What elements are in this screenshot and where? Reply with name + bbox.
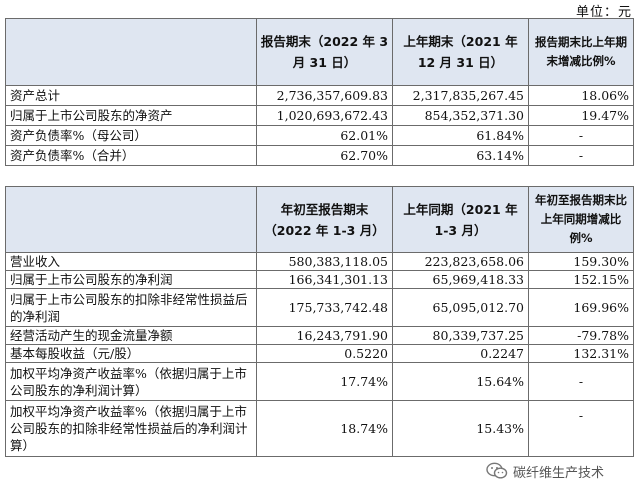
- header-blank: [5, 18, 257, 86]
- row-label: 资产负债率%（母公司）: [5, 125, 257, 146]
- cell-value: 61.84%: [392, 125, 529, 146]
- table-row: 资产负债率%（合并） 62.70% 63.14% -: [5, 145, 634, 166]
- cell-value: 580,383,118.05: [256, 252, 393, 271]
- table-row: 加权平均净资产收益率%（依据归属于上市公司股东的净利润计算） 17.74% 15…: [5, 362, 634, 401]
- header-blank: [5, 186, 257, 253]
- cell-value: -: [528, 145, 634, 166]
- balance-table: 报告期末（2022 年 3 月 31 日） 上年期末（2021 年 12 月 3…: [5, 18, 634, 166]
- table-header-row: 报告期末（2022 年 3 月 31 日） 上年期末（2021 年 12 月 3…: [5, 18, 634, 86]
- header-change-pct: 报告期末比上年期末增减比例%: [528, 18, 634, 86]
- cell-value: 16,243,791.90: [256, 326, 393, 345]
- cell-value: 19.47%: [528, 105, 634, 126]
- row-label: 加权平均净资产收益率%（依据归属于上市公司股东的扣除非经常性损益后的净利润计算）: [5, 400, 257, 457]
- header-period-end: 报告期末（2022 年 3 月 31 日）: [256, 18, 393, 86]
- row-label: 资产总计: [5, 85, 257, 106]
- table-row: 资产负债率%（母公司） 62.01% 61.84% -: [5, 125, 634, 146]
- row-label: 加权平均净资产收益率%（依据归属于上市公司股东的净利润计算）: [5, 362, 257, 401]
- cell-value: 2,736,357,609.83: [256, 85, 393, 106]
- table-row: 加权平均净资产收益率%（依据归属于上市公司股东的扣除非经常性损益后的净利润计算）…: [5, 400, 634, 457]
- cell-value: -: [528, 400, 634, 457]
- watermark-text: 碳纤维生产技术: [513, 465, 605, 481]
- cell-value: 1,020,693,672.43: [256, 105, 393, 126]
- cell-value: -79.78%: [528, 326, 634, 345]
- row-label: 归属于上市公司股东的扣除非经常性损益后的净利润: [5, 288, 257, 327]
- wechat-icon: [486, 462, 508, 480]
- cell-value: 63.14%: [392, 145, 529, 166]
- cell-value: 159.30%: [528, 252, 634, 271]
- cell-value: 80,339,737.25: [392, 326, 529, 345]
- row-label: 基本每股收益（元/股）: [5, 344, 257, 363]
- row-label: 经营活动产生的现金流量净额: [5, 326, 257, 345]
- cell-value: 18.06%: [528, 85, 634, 106]
- cell-value: -: [528, 125, 634, 146]
- cell-value: 854,352,371.30: [392, 105, 529, 126]
- table-row: 营业收入 580,383,118.05 223,823,658.06 159.3…: [5, 252, 634, 271]
- cell-value: 15.64%: [392, 362, 529, 401]
- cell-value: 166,341,301.13: [256, 270, 393, 289]
- watermark: 碳纤维生产技术: [486, 460, 604, 482]
- header-prior-period: 上年同期（2021 年 1-3 月）: [392, 186, 529, 253]
- table-row: 资产总计 2,736,357,609.83 2,317,835,267.45 1…: [5, 85, 634, 106]
- income-table: 年初至报告期末（2022 年 1-3 月） 上年同期（2021 年 1-3 月）…: [5, 186, 634, 457]
- cell-value: 15.43%: [392, 400, 529, 457]
- table-header-row: 年初至报告期末（2022 年 1-3 月） 上年同期（2021 年 1-3 月）…: [5, 186, 634, 253]
- row-label: 归属于上市公司股东的净资产: [5, 105, 257, 126]
- table-row: 归属于上市公司股东的扣除非经常性损益后的净利润 175,733,742.48 6…: [5, 288, 634, 327]
- table-row: 经营活动产生的现金流量净额 16,243,791.90 80,339,737.2…: [5, 326, 634, 345]
- header-prior-year-end: 上年期末（2021 年 12 月 31 日）: [392, 18, 529, 86]
- cell-value: 65,095,012.70: [392, 288, 529, 327]
- cell-value: 65,969,418.33: [392, 270, 529, 289]
- row-label: 营业收入: [5, 252, 257, 271]
- unit-label: 单位：元: [575, 5, 632, 20]
- table-row: 归属于上市公司股东的净资产 1,020,693,672.43 854,352,3…: [5, 105, 634, 126]
- header-ytd: 年初至报告期末（2022 年 1-3 月）: [256, 186, 393, 253]
- cell-value: 18.74%: [256, 400, 393, 457]
- header-change-pct: 年初至报告期末比上年同期增减比例%: [528, 186, 634, 253]
- cell-value: 2,317,835,267.45: [392, 85, 529, 106]
- table-row: 归属于上市公司股东的净利润 166,341,301.13 65,969,418.…: [5, 270, 634, 289]
- cell-value: 62.01%: [256, 125, 393, 146]
- cell-value: 0.5220: [256, 344, 393, 363]
- row-label: 归属于上市公司股东的净利润: [5, 270, 257, 289]
- cell-value: 223,823,658.06: [392, 252, 529, 271]
- cell-value: 0.2247: [392, 344, 529, 363]
- cell-value: 169.96%: [528, 288, 634, 327]
- cell-value: 152.15%: [528, 270, 634, 289]
- cell-value: 62.70%: [256, 145, 393, 166]
- cell-value: 17.74%: [256, 362, 393, 401]
- cell-value: -: [528, 362, 634, 401]
- cell-value: 175,733,742.48: [256, 288, 393, 327]
- row-label: 资产负债率%（合并）: [5, 145, 257, 166]
- cell-value: 132.31%: [528, 344, 634, 363]
- table-row: 基本每股收益（元/股） 0.5220 0.2247 132.31%: [5, 344, 634, 363]
